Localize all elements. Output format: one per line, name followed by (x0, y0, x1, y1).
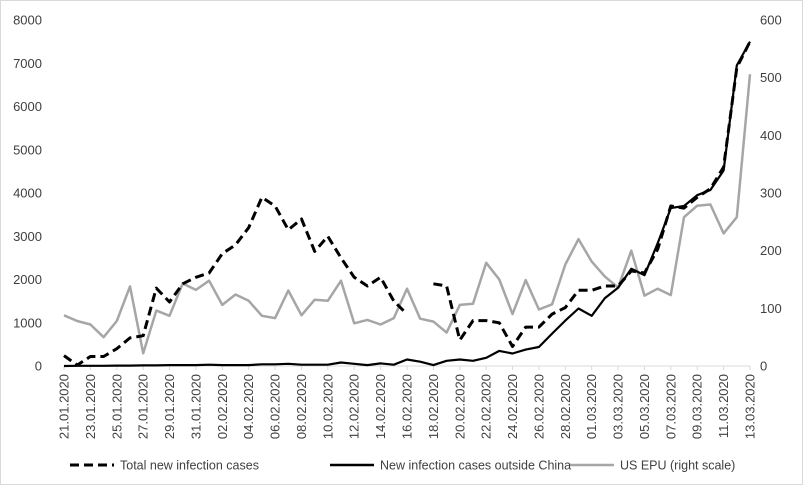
legend-label: Total new infection cases (120, 459, 259, 473)
y2-tick-label: 300 (760, 186, 782, 201)
x-tick-label: 24.02.2020 (505, 374, 520, 439)
x-tick-label: 18.02.2020 (426, 374, 441, 439)
y-tick-label: 0 (35, 359, 42, 374)
x-tick-label: 26.02.2020 (531, 374, 546, 439)
y2-tick-label: 600 (760, 13, 782, 28)
y2-tick-label: 100 (760, 301, 782, 316)
series-line (433, 40, 752, 348)
series-2 (63, 41, 751, 368)
x-tick-label: 11.03.2020 (716, 374, 731, 438)
series-layer (63, 40, 752, 368)
x-tick-label: 22.02.2020 (479, 374, 494, 439)
x-tick-label: 01.03.2020 (584, 374, 599, 439)
legend-label: US EPU (right scale) (620, 459, 735, 473)
x-tick-label: 21.01.2020 (57, 374, 72, 439)
series-line (63, 41, 751, 368)
x-tick-label: 14.02.2020 (373, 374, 388, 439)
y2-tick-label: 0 (760, 359, 767, 374)
x-tick-label: 08.02.2020 (294, 374, 309, 439)
y-tick-label: 5000 (13, 142, 42, 157)
y-tick-label: 6000 (13, 99, 42, 114)
series-line (63, 195, 409, 367)
x-tick-label: 04.02.2020 (241, 374, 256, 439)
x-tick-label: 03.03.2020 (611, 374, 626, 439)
series-3 (63, 74, 752, 355)
x-tick-label: 20.02.2020 (452, 374, 467, 439)
series-line (63, 74, 752, 355)
y-tick-label: 2000 (13, 272, 42, 287)
legend: Total new infection cases New infection c… (70, 459, 735, 473)
x-tick-label: 06.02.2020 (268, 374, 283, 439)
x-tick-label: 10.02.2020 (320, 374, 335, 439)
x-tick-label: 09.03.2020 (690, 374, 705, 439)
y-tick-label: 7000 (13, 56, 42, 71)
y2-tick-label: 200 (760, 243, 782, 258)
y2-tick-label: 500 (760, 70, 782, 85)
x-tick-label: 29.01.2020 (162, 374, 177, 439)
x-tick-label: 28.02.2020 (558, 374, 573, 439)
x-axis-ticks: 21.01.2020 23.01.2020 25.01.2020 27.01.2020… (57, 366, 758, 439)
x-tick-label: 27.01.2020 (136, 374, 151, 439)
y-tick-label: 8000 (13, 13, 42, 28)
x-tick-label: 12.02.2020 (347, 374, 362, 439)
right-axis-ticks: 0 100 200 300 400 500 600 (760, 13, 782, 374)
series-1 (63, 40, 752, 367)
x-tick-label: 05.03.2020 (637, 374, 652, 439)
y2-tick-label: 400 (760, 128, 782, 143)
y-tick-label: 1000 (13, 315, 42, 330)
y-tick-label: 4000 (13, 186, 42, 201)
x-tick-label: 23.01.2020 (83, 374, 98, 439)
legend-label: New infection cases outside China (380, 459, 571, 473)
x-tick-label: 16.02.2020 (400, 374, 415, 439)
x-tick-label: 07.03.2020 (663, 374, 678, 439)
x-tick-label: 13.03.2020 (743, 374, 758, 439)
x-tick-label: 02.02.2020 (215, 374, 230, 439)
x-tick-label: 31.01.2020 (188, 374, 203, 439)
y-tick-label: 3000 (13, 229, 42, 244)
x-tick-label: 25.01.2020 (109, 374, 124, 439)
left-axis-ticks: 0 1000 2000 3000 4000 5000 6000 7000 8000 (13, 13, 42, 374)
